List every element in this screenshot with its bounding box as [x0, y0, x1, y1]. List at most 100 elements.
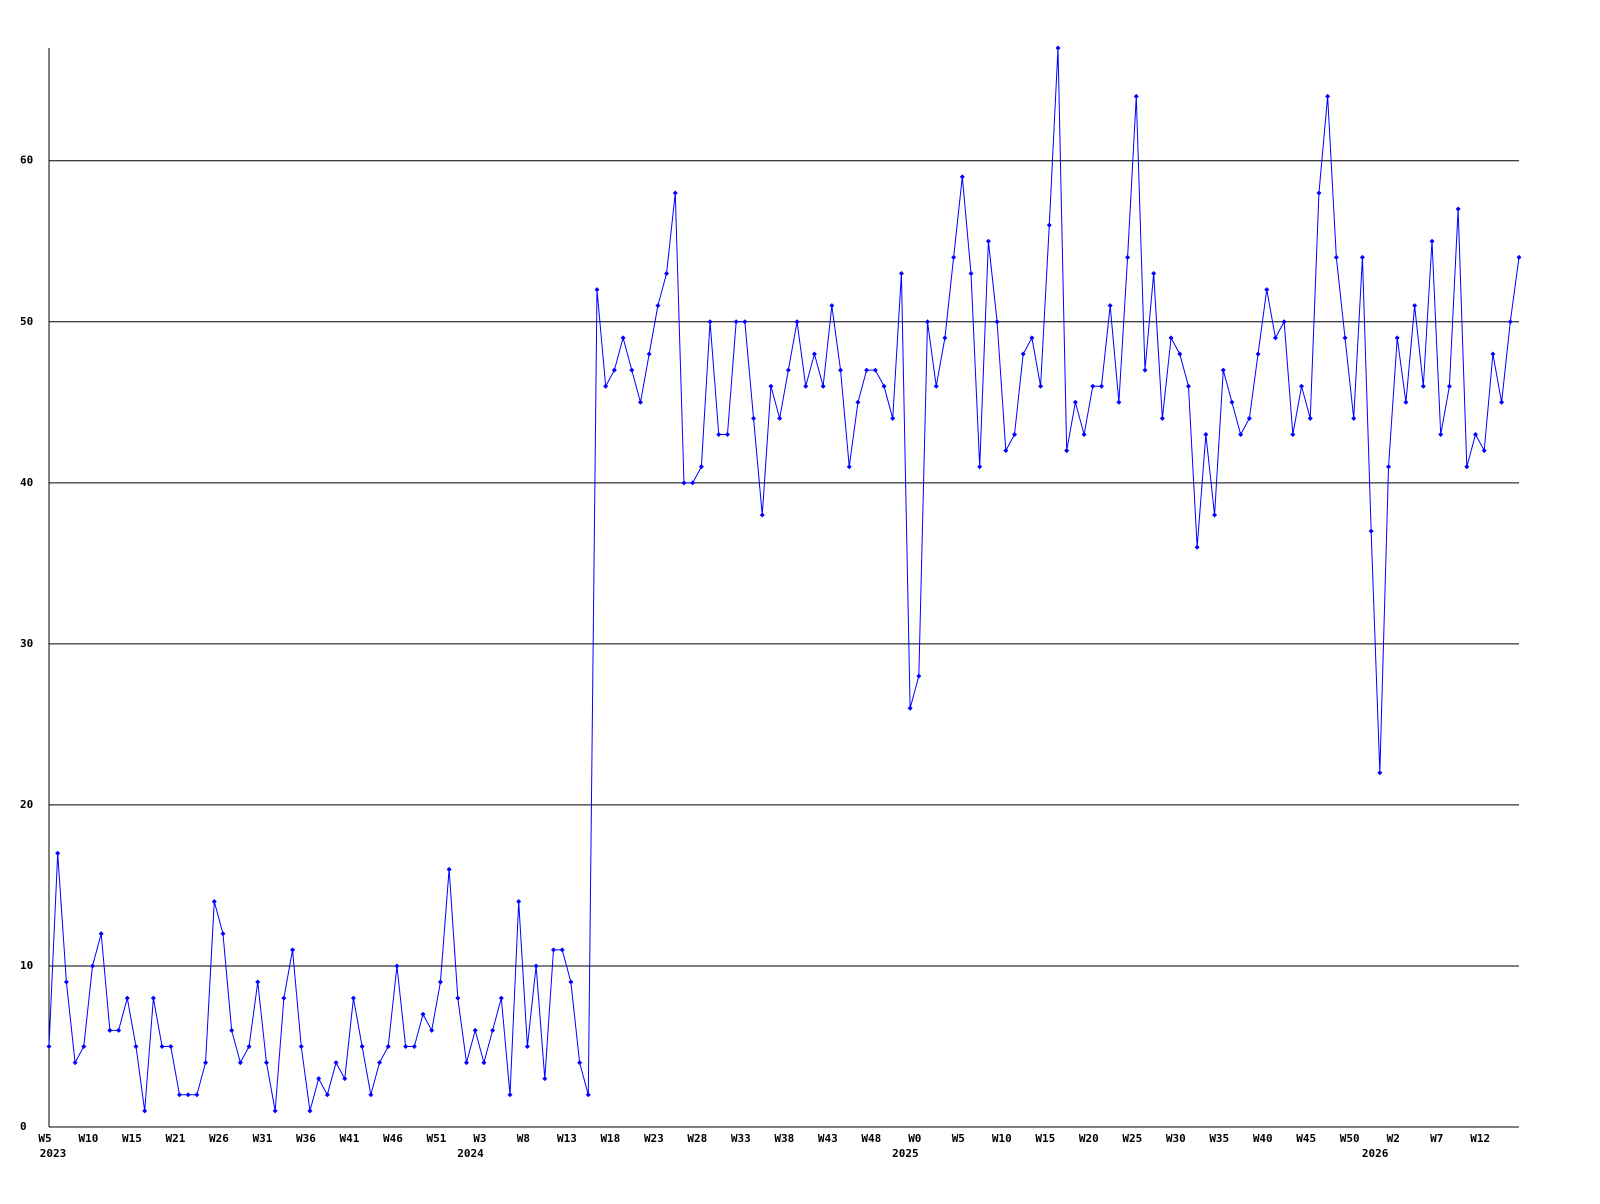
- x-tick-label: W23: [644, 1132, 664, 1145]
- point-marker: [611, 367, 617, 373]
- x-tick-label: W10: [79, 1132, 99, 1145]
- point-marker: [681, 480, 687, 486]
- point-marker: [490, 1027, 496, 1033]
- point-marker: [1142, 367, 1148, 373]
- point-marker: [1333, 254, 1339, 260]
- point-marker: [194, 1092, 200, 1098]
- point-marker: [559, 947, 565, 953]
- point-marker: [1020, 351, 1026, 357]
- point-marker: [377, 1060, 383, 1066]
- point-marker: [568, 979, 574, 985]
- point-marker: [524, 1043, 530, 1049]
- point-marker: [881, 383, 887, 389]
- point-marker: [829, 303, 835, 309]
- point-marker: [1438, 432, 1444, 438]
- x-year-label: 2026: [1362, 1147, 1389, 1160]
- point-marker: [333, 1060, 339, 1066]
- x-tick-label: W10: [992, 1132, 1012, 1145]
- point-marker: [1281, 319, 1287, 325]
- point-marker: [672, 190, 678, 196]
- point-marker: [81, 1043, 87, 1049]
- point-marker: [1220, 367, 1226, 373]
- x-tick-label: W21: [166, 1132, 186, 1145]
- point-marker: [142, 1108, 148, 1114]
- point-marker: [1055, 45, 1061, 51]
- point-marker: [63, 979, 69, 985]
- x-tick-label: W30: [1166, 1132, 1186, 1145]
- point-marker: [1272, 335, 1278, 341]
- point-marker: [994, 319, 1000, 325]
- x-tick-label: W51: [426, 1132, 446, 1145]
- point-marker: [716, 432, 722, 438]
- point-marker: [1446, 383, 1452, 389]
- point-marker: [1499, 399, 1505, 405]
- point-marker: [1325, 93, 1331, 99]
- point-marker: [794, 319, 800, 325]
- point-marker: [707, 319, 713, 325]
- point-marker: [1177, 351, 1183, 357]
- point-marker: [472, 1027, 478, 1033]
- point-marker: [176, 1092, 182, 1098]
- point-marker: [664, 270, 670, 276]
- point-marker: [1098, 383, 1104, 389]
- point-marker: [272, 1108, 278, 1114]
- point-marker: [394, 963, 400, 969]
- point-marker: [1081, 432, 1087, 438]
- point-marker: [1403, 399, 1409, 405]
- x-tick-label: W48: [861, 1132, 881, 1145]
- y-tick-label: 40: [20, 476, 33, 489]
- x-tick-label: W41: [340, 1132, 360, 1145]
- y-tick-label: 10: [20, 959, 33, 972]
- point-marker: [72, 1060, 78, 1066]
- x-tick-label: W15: [122, 1132, 142, 1145]
- x-tick-label: W43: [818, 1132, 838, 1145]
- point-marker: [168, 1043, 174, 1049]
- y-tick-label: 30: [20, 637, 33, 650]
- point-marker: [785, 367, 791, 373]
- point-marker: [1046, 222, 1052, 228]
- x-year-label: 2024: [457, 1147, 484, 1160]
- point-marker: [733, 319, 739, 325]
- point-marker: [1168, 335, 1174, 341]
- point-marker: [759, 512, 765, 518]
- point-marker: [803, 383, 809, 389]
- x-tick-label: W2: [1387, 1132, 1400, 1145]
- point-marker: [1507, 319, 1513, 325]
- y-tick-label: 20: [20, 798, 33, 811]
- point-marker: [116, 1027, 122, 1033]
- point-marker: [1194, 544, 1200, 550]
- x-tick-label: W33: [731, 1132, 751, 1145]
- point-marker: [594, 287, 600, 293]
- point-marker: [446, 866, 452, 872]
- point-marker: [263, 1060, 269, 1066]
- point-marker: [185, 1092, 191, 1098]
- point-marker: [1246, 415, 1252, 421]
- y-tick-label: 50: [20, 315, 33, 328]
- point-marker: [46, 1043, 52, 1049]
- point-marker: [1185, 383, 1191, 389]
- point-marker: [464, 1060, 470, 1066]
- point-marker: [1107, 303, 1113, 309]
- point-marker: [898, 270, 904, 276]
- x-tick-label: W13: [557, 1132, 577, 1145]
- point-marker: [98, 931, 104, 937]
- point-marker: [1342, 335, 1348, 341]
- point-marker: [820, 383, 826, 389]
- point-marker: [437, 979, 443, 985]
- point-marker: [359, 1043, 365, 1049]
- point-marker: [481, 1060, 487, 1066]
- point-marker: [1090, 383, 1096, 389]
- point-marker: [1394, 335, 1400, 341]
- point-marker: [1133, 93, 1139, 99]
- point-marker: [420, 1011, 426, 1017]
- x-tick-label: W5: [952, 1132, 965, 1145]
- x-tick-label: W35: [1209, 1132, 1229, 1145]
- point-marker: [1012, 432, 1018, 438]
- point-marker: [1203, 432, 1209, 438]
- point-marker: [324, 1092, 330, 1098]
- point-marker: [1159, 415, 1165, 421]
- point-marker: [533, 963, 539, 969]
- point-marker: [159, 1043, 165, 1049]
- point-marker: [655, 303, 661, 309]
